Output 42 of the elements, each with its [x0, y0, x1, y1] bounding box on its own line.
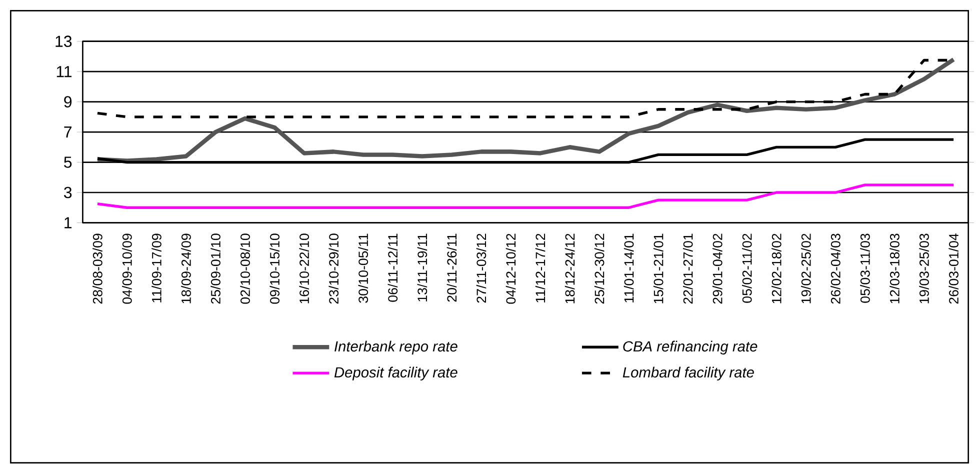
x-tick-label: 11/01-14/01: [624, 234, 634, 302]
legend-label: Interbank repo rate: [334, 340, 458, 355]
x-tick-label: 05/02-11/02: [742, 234, 752, 303]
x-tick-label: 23/10-29/10: [328, 234, 339, 304]
x-tick-label: 25/09-01/10: [210, 234, 220, 304]
x-tick-label: 15/01-21/01: [653, 234, 664, 304]
y-tick-label: 7: [64, 126, 72, 138]
x-tick-label: 26/03-01/04: [948, 234, 958, 304]
x-tick-label: 16/10-22/10: [299, 234, 310, 304]
x-tick-label: 06/11-12/11: [388, 234, 398, 302]
x-tick-label: 12/02-18/02: [772, 234, 782, 304]
y-tick-label: 13: [56, 36, 72, 48]
x-tick-label: 28/08-03/09: [92, 234, 102, 304]
x-tick-label: 18/09-24/09: [181, 234, 191, 304]
y-tick-label: 3: [64, 186, 72, 198]
x-tick-label: 04/09-10/09: [122, 234, 132, 304]
y-tick-label: 11: [56, 66, 72, 78]
x-tick-label: 27/11-03/12: [476, 234, 486, 303]
y-tick-label: 9: [64, 96, 72, 108]
legend-label: Lombard facility rate: [622, 366, 754, 381]
x-tick-label: 13/11-19/11: [417, 234, 428, 302]
x-tick-label: 02/10-08/10: [240, 234, 250, 304]
x-tick-label: 25/12-30/12: [594, 234, 604, 304]
legend-label: CBA refinancing rate: [623, 340, 758, 355]
x-tick-label: 05/03-11/03: [860, 234, 870, 303]
x-tick-label: 12/03-18/03: [890, 234, 900, 304]
x-tick-label: 19/02-25/02: [801, 234, 811, 304]
x-tick-label: 30/10-05/11: [358, 234, 368, 303]
x-tick-label: 20/11-26/11: [446, 234, 457, 302]
x-tick-label: 11/12-17/12: [535, 234, 546, 302]
legend-label: Deposit facility rate: [334, 366, 458, 381]
x-tick-label: 26/02-04/03: [830, 234, 840, 304]
y-tick-label: 5: [64, 156, 72, 168]
y-tick-label: 1: [64, 217, 72, 228]
x-tick-label: 11/09-17/09: [152, 234, 162, 302]
x-tick-label: 22/01-27/01: [682, 234, 693, 304]
x-tick-label: 09/10-15/10: [270, 234, 280, 304]
x-tick-label: 29/01-04/02: [712, 234, 722, 304]
x-tick-label: 18/12-24/12: [564, 234, 575, 304]
x-tick-label: 04/12-10/12: [506, 234, 516, 304]
line-series: [95, 57, 956, 163]
x-tick-label: 19/03-25/03: [919, 234, 929, 304]
